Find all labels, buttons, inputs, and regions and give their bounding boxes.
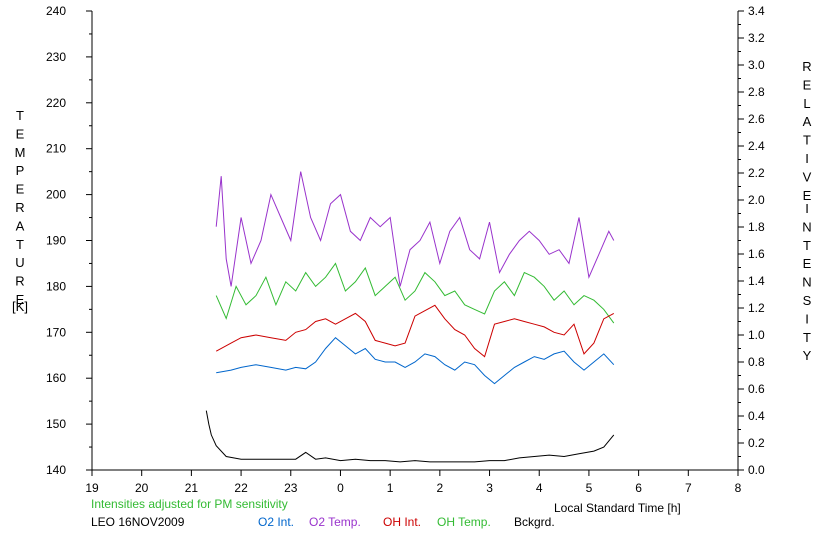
right-tick-label: 3.4 [748, 4, 765, 18]
left-axis-title-letter: A [16, 218, 25, 233]
right-tick-label: 1.8 [748, 220, 765, 234]
right-axis-title-letter: I [805, 311, 809, 326]
right-tick-label: 3.2 [748, 31, 765, 45]
left-tick-label: 180 [46, 279, 66, 293]
left-axis-title-letter: P [16, 163, 25, 178]
left-axis-title-letter: E [16, 126, 25, 141]
right-tick-label: 0.8 [748, 355, 765, 369]
x-tick-label: 2 [437, 481, 444, 495]
right-tick-label: 0.6 [748, 382, 765, 396]
right-tick-label: 1.0 [748, 328, 765, 342]
series-o2-temp [215, 171, 615, 287]
left-axis-title-letter: U [15, 255, 24, 270]
x-tick-label: 7 [685, 481, 692, 495]
x-tick-label: 3 [486, 481, 493, 495]
left-tick-label: 190 [46, 234, 66, 248]
x-tick-label: 8 [735, 481, 742, 495]
plot-frame [91, 11, 739, 471]
right-axis-title-letter: T [803, 238, 811, 253]
right-tick-label: 0.4 [748, 409, 765, 423]
right-tick-label: 2.4 [748, 139, 765, 153]
left-axis-title-letter: M [15, 145, 26, 160]
left-axis-title-letter: E [16, 292, 25, 307]
right-axis-title-letter: T [803, 133, 811, 148]
right-axis-title-letter: Y [803, 348, 812, 363]
left-tick-label: 170 [46, 325, 66, 339]
right-axis-title-letter: I [805, 151, 809, 166]
tick-layer: 1401501601701801902002102202302400.00.20… [46, 4, 765, 495]
station-date: LEO 16NOV2009 [91, 515, 185, 529]
right-tick-label: 2.0 [748, 193, 765, 207]
right-tick-label: 3.0 [748, 58, 765, 72]
x-tick-label: 5 [586, 481, 593, 495]
left-tick-label: 210 [46, 142, 66, 156]
right-axis-title-letter: E [803, 77, 812, 92]
left-axis-title-letter: E [16, 182, 25, 197]
x-tick-label: 23 [284, 481, 298, 495]
right-axis-title-letter: N [802, 219, 811, 234]
x-axis-label: Local Standard Time [h] [554, 501, 681, 515]
x-tick-label: 0 [337, 481, 344, 495]
right-axis-title-letter: I [805, 201, 809, 216]
x-tick-label: 20 [135, 481, 149, 495]
left-tick-label: 140 [46, 463, 66, 477]
left-axis-title-letter: R [15, 274, 24, 289]
right-axis-title-letter: E [803, 188, 812, 203]
legend-o2-temp: O2 Temp. [309, 515, 361, 529]
legend-bckgrd: Bckgrd. [514, 515, 555, 529]
right-axis-title-letter: A [803, 114, 812, 129]
right-tick-label: 1.2 [748, 301, 765, 315]
legend-oh-temp: OH Temp. [437, 515, 491, 529]
x-tick-label: 19 [85, 481, 99, 495]
right-axis-title-letter: R [802, 59, 811, 74]
x-tick-label: 21 [185, 481, 199, 495]
series-oh-int [215, 304, 615, 358]
left-tick-label: 160 [46, 371, 66, 385]
series-o2-int [216, 337, 615, 385]
left-axis-unit: [K] [12, 299, 28, 314]
right-axis-title-letter: E [803, 256, 812, 271]
series-oh-temp [215, 262, 615, 324]
left-tick-label: 150 [46, 417, 66, 431]
right-tick-label: 2.6 [748, 112, 765, 126]
legend-oh-int: OH Int. [383, 515, 422, 529]
left-tick-label: 200 [46, 188, 66, 202]
left-axis-title-letter: R [15, 200, 24, 215]
right-axis-title-letter: S [803, 293, 812, 308]
left-tick-label: 220 [46, 96, 66, 110]
right-axis-title-letter: L [803, 96, 810, 111]
right-tick-label: 2.2 [748, 166, 765, 180]
right-tick-label: 1.4 [748, 274, 765, 288]
right-axis-title-letter: V [803, 169, 812, 184]
annotation-text: Intensities adjusted for PM sensitivity [91, 497, 288, 511]
x-tick-label: 22 [234, 481, 248, 495]
legend-o2-int: O2 Int. [258, 515, 295, 529]
x-tick-label: 6 [635, 481, 642, 495]
right-axis-title-letter: T [803, 330, 811, 345]
left-axis-title-letter: T [16, 108, 24, 123]
right-tick-label: 1.6 [748, 247, 765, 261]
left-tick-label: 240 [46, 4, 66, 18]
right-tick-label: 0.0 [748, 463, 765, 477]
x-tick-label: 4 [536, 481, 543, 495]
right-tick-label: 2.8 [748, 85, 765, 99]
right-axis-title-letter: N [802, 275, 811, 290]
series-bckgrd [205, 410, 615, 463]
x-tick-label: 1 [387, 481, 394, 495]
series-layer [205, 171, 615, 463]
left-axis-title-letter: T [16, 237, 24, 252]
right-tick-label: 0.2 [748, 436, 765, 450]
left-tick-label: 230 [46, 50, 66, 64]
